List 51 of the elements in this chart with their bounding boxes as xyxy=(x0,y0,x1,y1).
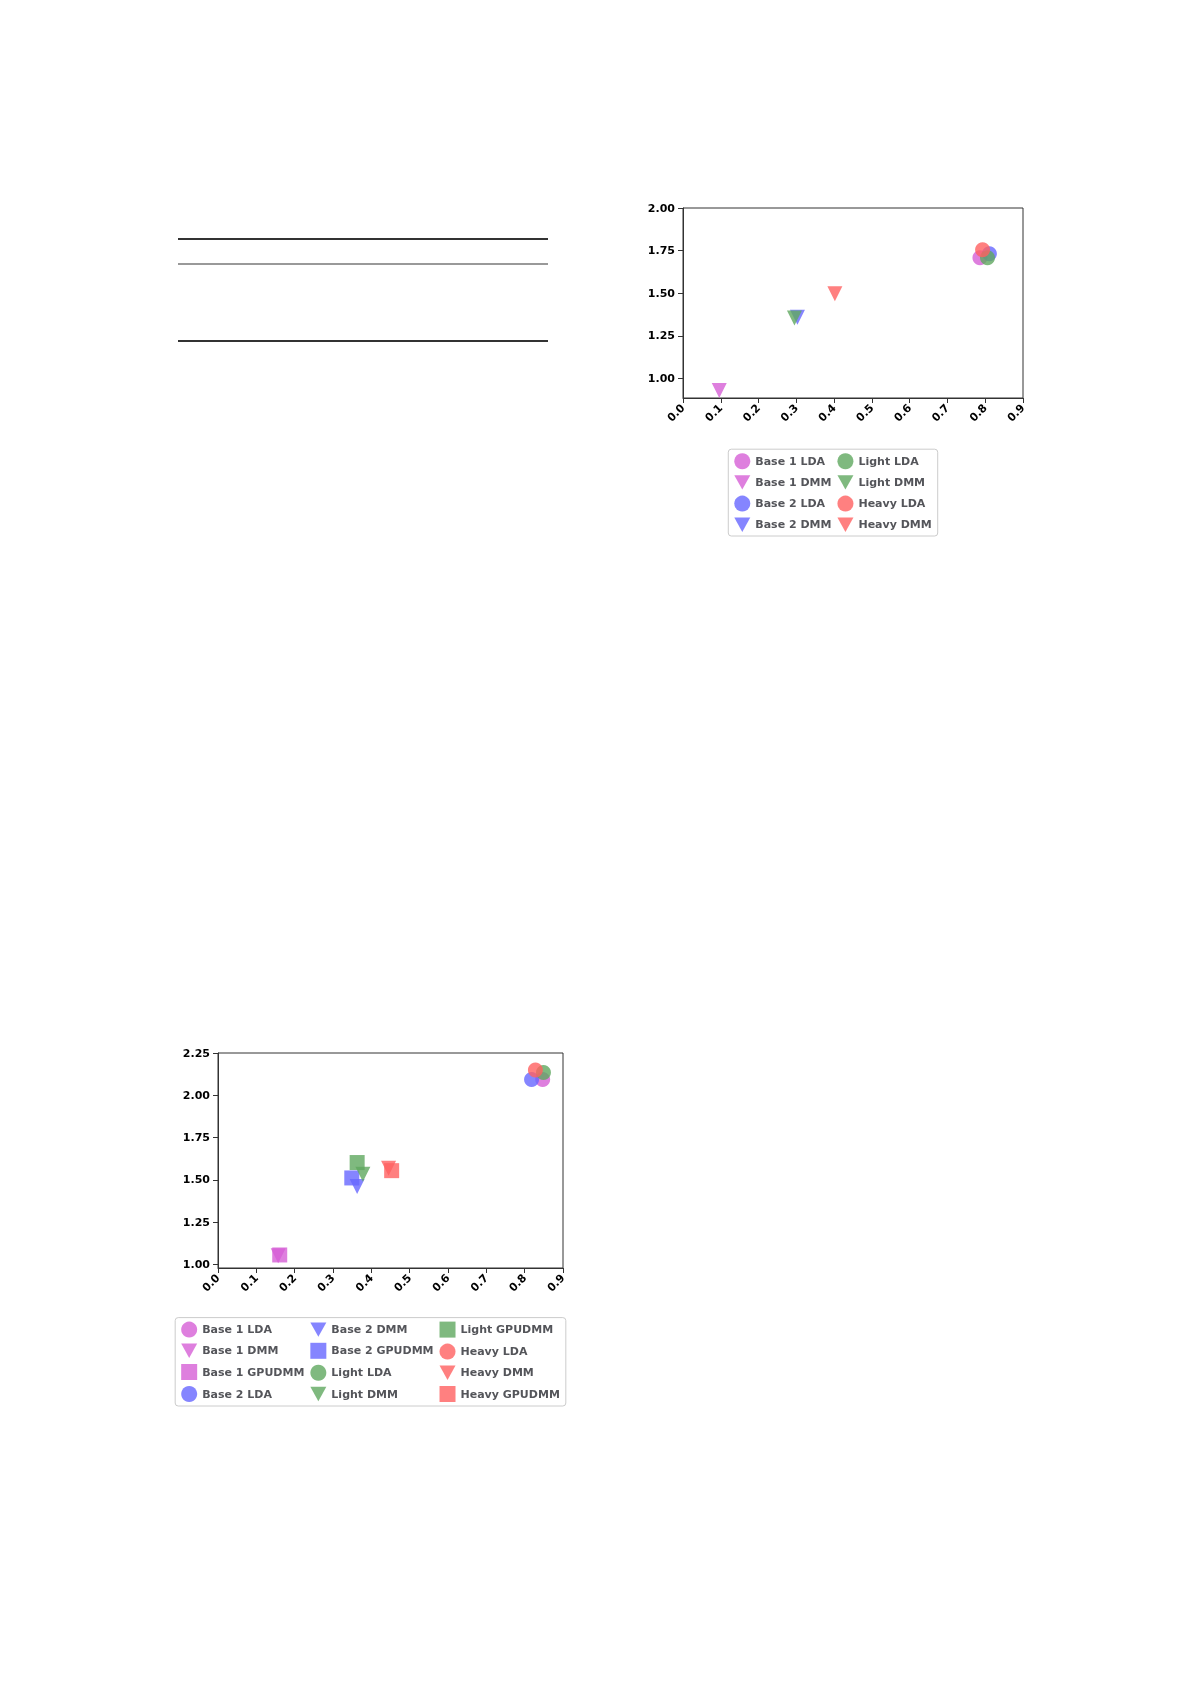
x-tick-label: 0.9 xyxy=(544,1271,568,1295)
legend-label: Light DMM xyxy=(858,475,926,489)
legend-label: Light GPUDMM xyxy=(460,1323,554,1337)
legend-label: Heavy DMM xyxy=(858,518,932,532)
legend-label: Heavy GPUDMM xyxy=(460,1387,560,1401)
x-tick-label: 0.5 xyxy=(391,1271,415,1295)
y-tick-label: 1.25 xyxy=(182,1215,210,1229)
x-tick-label: 0.8 xyxy=(506,1271,530,1295)
y-tick-label: 1.00 xyxy=(182,1258,211,1272)
x-tick-label: 0.0 xyxy=(664,401,688,425)
x-tick-label: 0.3 xyxy=(777,401,801,425)
x-tick-label: 0.8 xyxy=(966,401,990,425)
legend-label: Base 1 DMM xyxy=(202,1344,279,1358)
legend-label: Base 2 LDA xyxy=(755,497,826,511)
x-tick-label: 0.7 xyxy=(929,401,953,425)
legend-label: Base 2 LDA xyxy=(202,1387,273,1401)
legend-label: Base 2 DMM xyxy=(331,1323,408,1337)
y-tick-label: 2.25 xyxy=(182,1046,210,1060)
x-tick-label: 0.5 xyxy=(853,401,877,425)
legend-label: Base 1 GPUDMM xyxy=(202,1365,305,1379)
x-tick-label: 0.2 xyxy=(740,401,764,425)
x-tick-label: 0.0 xyxy=(199,1271,223,1295)
x-tick-label: 0.1 xyxy=(237,1271,261,1295)
legend-label: Heavy LDA xyxy=(858,497,926,511)
x-tick-label: 0.7 xyxy=(467,1271,491,1295)
y-tick-label: 1.00 xyxy=(647,372,676,386)
x-tick-label: 0.2 xyxy=(276,1271,300,1295)
legend-label: Base 2 GPUDMM xyxy=(331,1344,434,1358)
legend-label: Base 1 DMM xyxy=(755,475,832,489)
y-tick-label: 1.50 xyxy=(647,286,676,300)
y-tick-label: 1.75 xyxy=(182,1131,210,1145)
y-tick-label: 1.75 xyxy=(647,244,675,258)
x-tick-label: 0.9 xyxy=(1004,401,1028,425)
legend-label: Base 2 DMM xyxy=(755,518,832,532)
legend-label: Light LDA xyxy=(858,454,920,468)
legend-label: Base 1 LDA xyxy=(755,454,826,468)
x-tick-label: 0.6 xyxy=(891,401,915,425)
y-tick-label: 2.00 xyxy=(647,201,676,215)
y-tick-label: 1.50 xyxy=(182,1173,211,1187)
y-tick-label: 2.00 xyxy=(182,1088,211,1102)
x-tick-label: 0.4 xyxy=(815,401,839,425)
x-tick-label: 0.3 xyxy=(314,1271,338,1295)
legend-label: Heavy LDA xyxy=(460,1345,528,1359)
legend-label: Light LDA xyxy=(331,1366,393,1380)
legend-label: Base 1 LDA xyxy=(202,1323,273,1337)
legend-label: Light DMM xyxy=(331,1387,398,1401)
x-tick-label: 0.4 xyxy=(352,1271,377,1295)
x-tick-label: 0.6 xyxy=(429,1271,453,1295)
y-tick-label: 1.25 xyxy=(647,329,675,343)
legend-label: Heavy DMM xyxy=(460,1366,534,1380)
x-tick-label: 0.1 xyxy=(702,401,726,425)
